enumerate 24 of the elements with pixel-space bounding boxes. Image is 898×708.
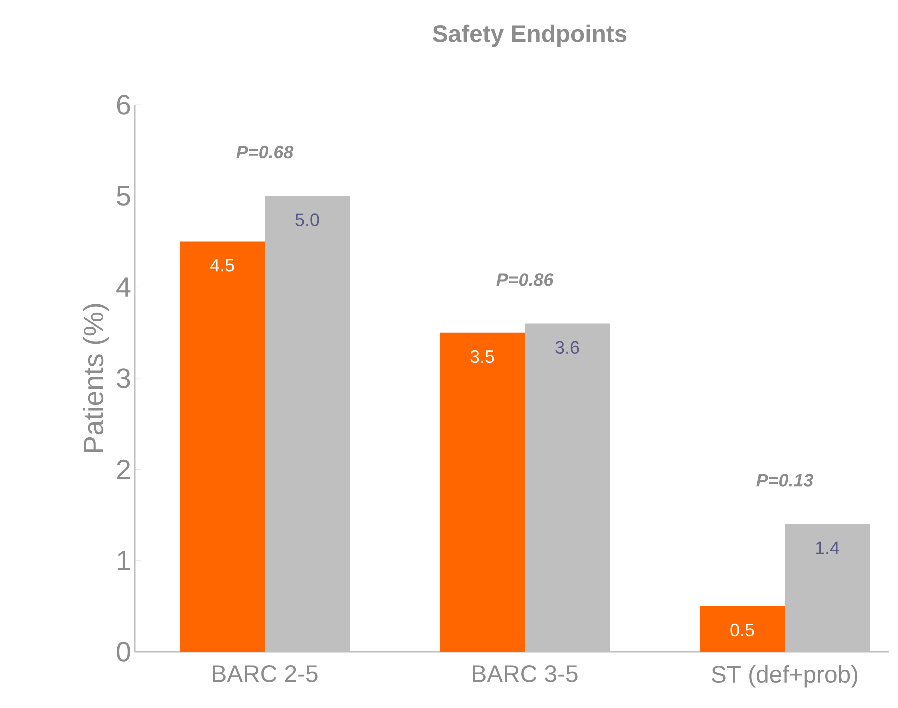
y-tick-label: 3 xyxy=(117,368,130,388)
data-label: 4.5 xyxy=(210,259,234,272)
y-tick-label: 0 xyxy=(117,642,130,662)
annotation: P=0.86 xyxy=(496,274,554,286)
data-label: 3.5 xyxy=(470,350,494,364)
chart-title: Safety Endpoints xyxy=(433,24,627,48)
x-tick-label: ST (def+prob) xyxy=(712,665,858,688)
bar xyxy=(440,332,526,652)
y-tick-label: 1 xyxy=(118,551,130,570)
data-label: 3.6 xyxy=(556,341,580,354)
y-axis-title: Patients (%) xyxy=(83,304,110,452)
annotation: P=0.13 xyxy=(756,474,814,487)
bar xyxy=(180,242,266,652)
x-tick-label: BARC 2-5 xyxy=(213,666,318,682)
annotation: P=0.68 xyxy=(236,146,294,159)
data-label: 0.5 xyxy=(730,624,754,637)
y-tick-label: 5 xyxy=(117,186,130,206)
x-tick-label: BARC 3-5 xyxy=(473,666,578,682)
y-tick-label: 6 xyxy=(117,95,130,115)
y-tick-label: 4 xyxy=(116,278,131,297)
y-tick-label: 2 xyxy=(117,460,130,480)
bar xyxy=(700,606,786,652)
data-label: 1.4 xyxy=(816,542,840,554)
data-label: 5.0 xyxy=(296,214,320,226)
